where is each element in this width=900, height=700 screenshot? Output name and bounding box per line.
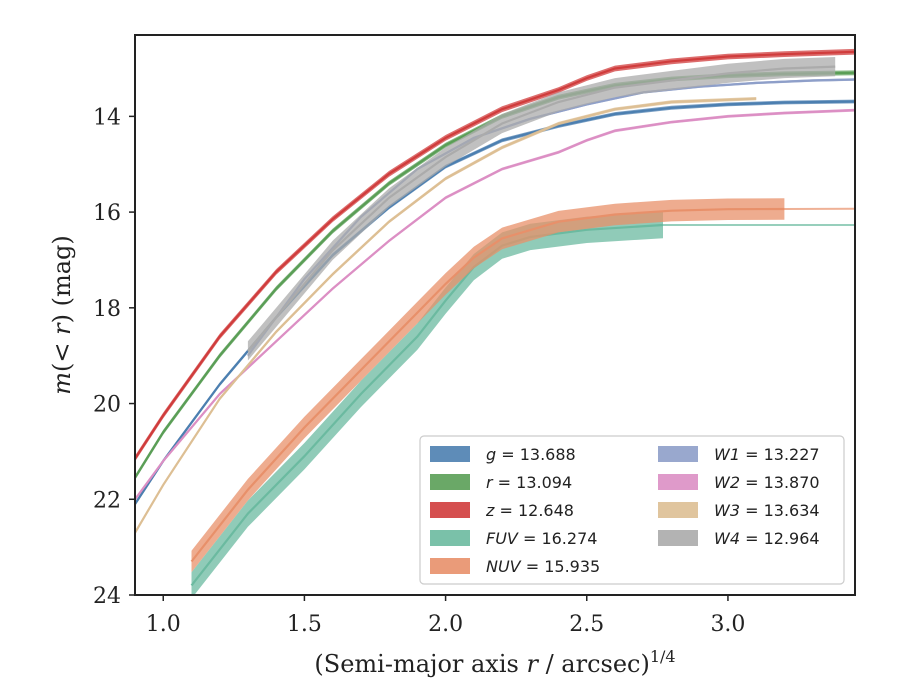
- legend-label-nuv: NUV = 15.935: [486, 557, 600, 576]
- plot-frame: [134, 34, 856, 596]
- legend-swatch-nuv: [430, 558, 470, 574]
- legend-label-w2: W2 = 13.870: [714, 473, 820, 492]
- series-z: [135, 48, 855, 462]
- x-tick-label: 3.0: [710, 612, 745, 637]
- series-g: [135, 99, 855, 506]
- series-line-w3: [135, 97, 757, 534]
- legend-swatch-w4: [658, 530, 698, 546]
- series-w4: [247, 57, 836, 361]
- y-tick-label: 20: [93, 393, 121, 418]
- legend-label-g: g = 13.688: [486, 445, 576, 464]
- x-tick-label: 2.5: [569, 612, 604, 637]
- legend-label-w4: W4 = 12.964: [714, 529, 820, 548]
- legend-swatch-r: [430, 474, 470, 490]
- legend-label-r: r = 13.094: [486, 473, 572, 492]
- legend: g = 13.688 r = 13.094 z = 12.648 FUV = 16.2…: [419, 435, 845, 585]
- legend-swatch-w1: [658, 446, 698, 462]
- series-line-z: [135, 50, 855, 460]
- y-tick-label: 24: [93, 584, 121, 609]
- series-layer: [135, 48, 855, 595]
- y-axis-title: m(< r) (mag): [48, 235, 76, 395]
- legend-label-fuv: FUV = 16.274: [486, 529, 597, 548]
- series-nuv: [190, 198, 855, 573]
- legend-swatch-w2: [658, 474, 698, 490]
- y-tick-label: 14: [93, 105, 121, 130]
- y-ticks: 14 16 18 20 22 24: [93, 105, 135, 609]
- x-axis-title: (Semi-major axis r / arcsec)1/4: [314, 647, 675, 678]
- y-tick-label: 16: [93, 201, 121, 226]
- legend-swatch-fuv: [430, 530, 470, 546]
- series-line-g: [135, 100, 855, 505]
- x-ticks: 1.0 1.5 2.0 2.5 3.0: [146, 595, 745, 637]
- legend-box: [419, 435, 845, 585]
- legend-swatch-g: [430, 446, 470, 462]
- series-line-nuv: [190, 207, 785, 563]
- legend-swatch-z: [430, 502, 470, 518]
- series-line-w4: [247, 65, 836, 352]
- y-tick-label: 22: [93, 488, 121, 513]
- x-tick-label: 1.0: [146, 612, 181, 637]
- x-tick-label: 1.5: [287, 612, 322, 637]
- legend-label-w3: W3 = 13.634: [714, 501, 820, 520]
- y-tick-label: 18: [93, 297, 121, 322]
- series-w3: [135, 97, 757, 535]
- legend-label-z: z = 12.648: [485, 501, 574, 520]
- series-band-w4: [247, 57, 836, 361]
- x-tick-label: 2.0: [428, 612, 463, 637]
- legend-swatch-w3: [658, 502, 698, 518]
- legend-label-w1: W1 = 13.227: [714, 445, 820, 464]
